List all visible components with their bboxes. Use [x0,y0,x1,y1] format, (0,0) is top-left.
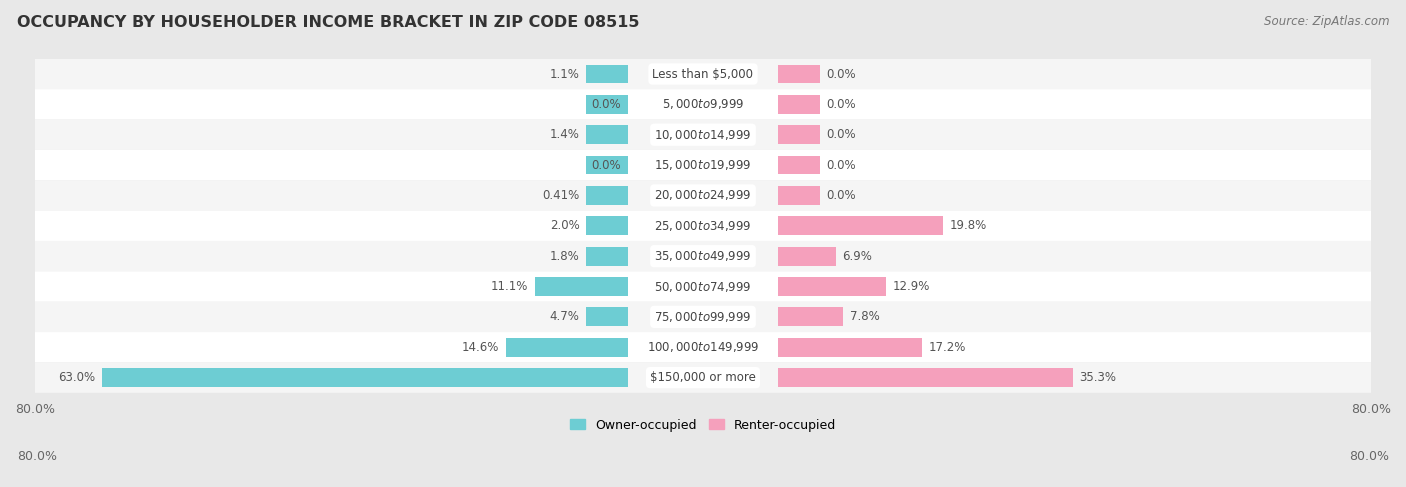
Bar [778,186,820,205]
Bar [778,125,820,144]
Bar [586,186,628,205]
Text: $10,000 to $14,999: $10,000 to $14,999 [654,128,752,142]
Bar [586,247,628,265]
Text: $75,000 to $99,999: $75,000 to $99,999 [654,310,752,324]
Bar [778,307,844,326]
Text: 0.0%: 0.0% [827,159,856,171]
Text: OCCUPANCY BY HOUSEHOLDER INCOME BRACKET IN ZIP CODE 08515: OCCUPANCY BY HOUSEHOLDER INCOME BRACKET … [17,15,640,30]
Text: 11.1%: 11.1% [491,280,529,293]
Bar [586,125,628,144]
Bar [586,95,628,114]
Text: 4.7%: 4.7% [550,310,579,323]
Text: $35,000 to $49,999: $35,000 to $49,999 [654,249,752,263]
FancyBboxPatch shape [35,150,1371,180]
Text: $20,000 to $24,999: $20,000 to $24,999 [654,188,752,203]
FancyBboxPatch shape [35,119,1371,150]
Bar [778,338,922,356]
Text: 0.0%: 0.0% [827,68,856,80]
FancyBboxPatch shape [35,362,1371,393]
Bar [778,368,1073,387]
Text: 17.2%: 17.2% [928,341,966,354]
Bar [778,95,820,114]
Text: 0.0%: 0.0% [827,128,856,141]
FancyBboxPatch shape [35,89,1371,119]
FancyBboxPatch shape [35,241,1371,271]
Bar [586,156,628,174]
Text: Less than $5,000: Less than $5,000 [652,68,754,80]
Bar [778,247,835,265]
Text: $5,000 to $9,999: $5,000 to $9,999 [662,97,744,112]
Legend: Owner-occupied, Renter-occupied: Owner-occupied, Renter-occupied [565,413,841,437]
Text: $50,000 to $74,999: $50,000 to $74,999 [654,280,752,294]
Text: $100,000 to $149,999: $100,000 to $149,999 [647,340,759,354]
Text: 35.3%: 35.3% [1080,371,1116,384]
Bar [778,156,820,174]
Bar [536,277,628,296]
Text: 1.1%: 1.1% [550,68,579,80]
Text: Source: ZipAtlas.com: Source: ZipAtlas.com [1264,15,1389,28]
Text: 0.0%: 0.0% [827,98,856,111]
Text: 1.4%: 1.4% [550,128,579,141]
Text: 63.0%: 63.0% [58,371,96,384]
Text: $25,000 to $34,999: $25,000 to $34,999 [654,219,752,233]
Text: 7.8%: 7.8% [851,310,880,323]
Text: 12.9%: 12.9% [893,280,929,293]
Bar [778,65,820,83]
Text: 14.6%: 14.6% [463,341,499,354]
FancyBboxPatch shape [35,180,1371,210]
Text: $150,000 or more: $150,000 or more [650,371,756,384]
Text: 2.0%: 2.0% [550,219,579,232]
Bar [101,368,628,387]
FancyBboxPatch shape [35,59,1371,89]
Text: 19.8%: 19.8% [950,219,987,232]
FancyBboxPatch shape [35,210,1371,241]
FancyBboxPatch shape [35,302,1371,332]
Text: 0.0%: 0.0% [827,189,856,202]
Text: 0.0%: 0.0% [592,98,621,111]
Text: $15,000 to $19,999: $15,000 to $19,999 [654,158,752,172]
FancyBboxPatch shape [35,271,1371,302]
Text: 6.9%: 6.9% [842,250,872,262]
Bar [586,307,628,326]
Text: 0.0%: 0.0% [592,159,621,171]
Text: 0.41%: 0.41% [543,189,579,202]
Bar [586,216,628,235]
Text: 80.0%: 80.0% [1350,450,1389,463]
Bar [778,216,943,235]
Bar [586,65,628,83]
Bar [778,277,886,296]
Text: 1.8%: 1.8% [550,250,579,262]
FancyBboxPatch shape [35,332,1371,362]
Text: 80.0%: 80.0% [17,450,56,463]
Bar [506,338,628,356]
